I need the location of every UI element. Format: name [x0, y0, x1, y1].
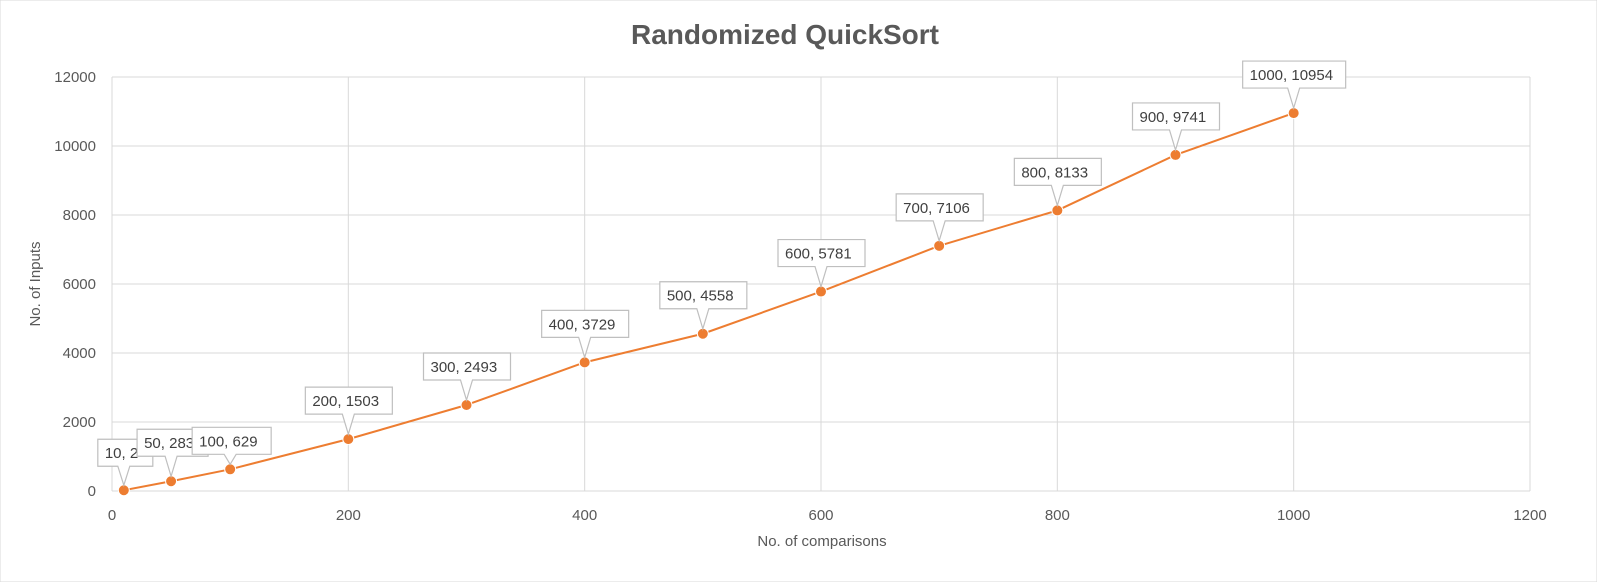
- data-label-text: 1000, 10954: [1250, 67, 1333, 84]
- data-label: 800, 8133: [1013, 157, 1102, 208]
- gridlines: [111, 76, 1531, 492]
- data-label-text: 50, 283: [144, 435, 194, 452]
- data-label-text: 600, 5781: [785, 246, 852, 263]
- y-axis-ticks: 0 2000 4000 6000 8000 10000 12000: [54, 69, 96, 500]
- data-labels-group: 10, 2 50, 283 100, 629 200, 1503 300, 2493 40…: [97, 60, 1347, 488]
- x-tick-label: 800: [1045, 507, 1070, 524]
- x-tick-label: 200: [336, 507, 361, 524]
- data-label-callout: [659, 281, 748, 331]
- data-label-text: 800, 8133: [1021, 164, 1088, 181]
- y-tick-label: 8000: [63, 207, 96, 224]
- x-axis-ticks: 0 200 400 600 800 1000 1200: [108, 507, 1547, 524]
- data-label: 600, 5781: [777, 238, 866, 289]
- y-tick-label: 2000: [63, 414, 96, 431]
- data-label-text: 900, 9741: [1140, 109, 1207, 126]
- series-line: [123, 112, 1295, 492]
- data-label-text: 100, 629: [199, 433, 257, 450]
- data-label-text: 300, 2493: [431, 359, 498, 376]
- data-label-callout: [777, 238, 866, 289]
- data-label-callout: [304, 386, 393, 437]
- data-label-callout: [1242, 60, 1347, 111]
- data-label-text: 200, 1503: [312, 393, 379, 410]
- y-tick-label: 12000: [54, 69, 96, 86]
- data-label: 400, 3729: [541, 309, 630, 360]
- y-tick-label: 4000: [63, 345, 96, 362]
- y-tick-label: 10000: [54, 138, 96, 155]
- data-label: 200, 1503: [304, 386, 393, 437]
- data-label: 500, 4558: [659, 281, 748, 331]
- data-label: 50, 283: [136, 428, 209, 479]
- x-tick-label: 1200: [1513, 507, 1546, 524]
- data-label-text: 700, 7106: [903, 200, 970, 217]
- data-label: 100, 629: [191, 426, 272, 466]
- series-line-group: [123, 112, 1295, 492]
- data-label-text: 500, 4558: [667, 288, 734, 305]
- x-tick-label: 1000: [1277, 507, 1310, 524]
- data-label: 900, 9741: [1131, 102, 1221, 153]
- data-label-text: 10, 2: [105, 445, 138, 462]
- markers-group: [117, 107, 1300, 497]
- y-axis-title: No. of Inputs: [27, 241, 44, 326]
- data-label-callout: [895, 193, 984, 243]
- data-label-callout: [1013, 157, 1102, 208]
- x-tick-label: 600: [808, 507, 833, 524]
- x-tick-label: 0: [108, 507, 116, 524]
- data-label: 700, 7106: [895, 193, 984, 243]
- data-label: 300, 2493: [422, 352, 512, 403]
- y-tick-label: 0: [88, 483, 96, 500]
- chart-title: Randomized QuickSort: [631, 19, 939, 50]
- data-label-callout: [1131, 102, 1221, 153]
- data-label-text: 400, 3729: [549, 316, 616, 333]
- data-label-callout: [422, 352, 512, 403]
- x-axis-title: No. of comparisons: [757, 533, 886, 550]
- data-label-callout: [541, 309, 630, 360]
- y-tick-label: 6000: [63, 276, 96, 293]
- x-tick-label: 400: [572, 507, 597, 524]
- data-label: 1000, 10954: [1242, 60, 1347, 111]
- data-label-callout: [191, 426, 272, 466]
